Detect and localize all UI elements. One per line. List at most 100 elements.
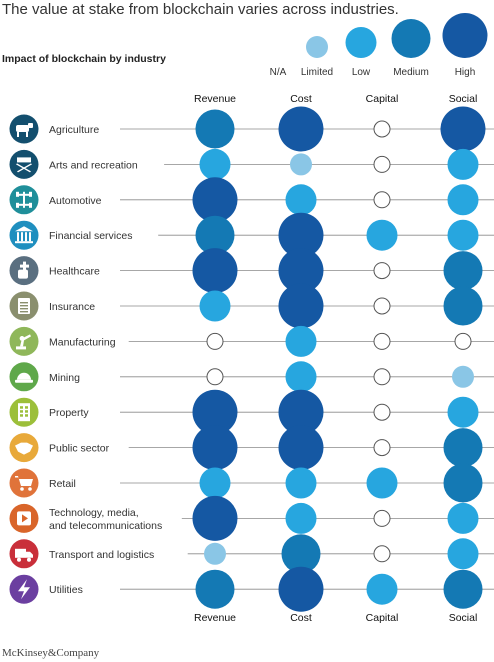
chart-subtitle: Impact of blockchain by industry	[2, 53, 166, 65]
bubble-technology-media-and-telecommunications-social-low	[447, 502, 479, 534]
industry-label: Transport and logistics	[46, 546, 188, 562]
row-technology-media-and-telecommunications: Technology, media,and telecommunications	[9, 495, 494, 541]
row-retail: Retail	[9, 463, 494, 503]
bubble-insurance-revenue-low	[199, 290, 231, 322]
row-arts-and-recreation: Arts and recreation	[9, 148, 494, 180]
bubble-insurance-capital-n-a	[373, 297, 391, 315]
bubble-financial-services-cost-high	[278, 212, 324, 258]
column-footer-social: Social	[449, 612, 478, 624]
industry-label-line: Retail	[49, 478, 76, 490]
industry-label-line: Utilities	[49, 584, 83, 596]
bubble-utilities-revenue-medium	[195, 569, 235, 609]
bubble-automotive-cost-low	[285, 184, 317, 216]
bubble-mining-capital-n-a	[373, 368, 391, 386]
media-icon	[9, 503, 39, 533]
bubble-property-cost-high	[278, 389, 324, 435]
bubble-technology-media-and-telecommunications-revenue-high	[192, 495, 238, 541]
column-headers-top: Revenue Cost Capital Social	[194, 93, 477, 105]
row-financial-services: Financial services	[9, 212, 494, 258]
industry-label: Utilities	[46, 582, 106, 598]
industry-label: Technology, media,and telecommunications	[46, 504, 182, 533]
bubble-transport-and-logistics-social-low	[447, 538, 479, 570]
industry-label: Automotive	[46, 192, 111, 208]
industry-label-line: Public sector	[49, 443, 110, 455]
industry-label-line: Property	[49, 407, 89, 419]
bubble-retail-revenue-low	[199, 467, 231, 499]
bubble-property-capital-n-a	[373, 403, 391, 421]
bubble-arts-and-recreation-capital-n-a	[373, 155, 391, 173]
industry-label-line: Mining	[49, 372, 80, 384]
bubble-financial-services-social-low	[447, 219, 479, 251]
legend-swatch-limited	[306, 36, 328, 58]
bubble-public-sector-cost-high	[278, 425, 324, 471]
bubble-manufacturing-cost-low	[285, 325, 317, 357]
bubble-agriculture-social-high	[440, 106, 486, 152]
hard-hat-icon	[9, 362, 39, 392]
industry-label: Agriculture	[46, 122, 117, 137]
industry-label: Public sector	[46, 440, 129, 456]
bubble-utilities-social-medium	[443, 569, 483, 609]
bubble-manufacturing-capital-n-a	[373, 332, 391, 350]
bubble-transport-and-logistics-cost-medium	[281, 534, 321, 574]
column-footer-revenue: Revenue	[194, 612, 236, 624]
industry-label-line: Arts and recreation	[49, 159, 138, 171]
legend: N/A Limited Low Medium High	[270, 13, 488, 78]
row-utilities: Utilities	[9, 566, 494, 612]
bubble-agriculture-cost-high	[278, 106, 324, 152]
legend-label-medium: Medium	[393, 67, 429, 78]
document-icon	[9, 291, 39, 321]
bubble-transport-and-logistics-capital-n-a	[373, 545, 391, 563]
bubble-utilities-capital-low	[366, 573, 398, 605]
industry-label-line: Transport and logistics	[49, 549, 154, 561]
row-healthcare: Healthcare	[9, 248, 494, 294]
row-automotive: Automotive	[9, 177, 494, 223]
bubble-automotive-capital-n-a	[373, 191, 391, 209]
column-headers-bottom: Revenue Cost Capital Social	[194, 612, 477, 624]
industry-label: Manufacturing	[46, 334, 129, 350]
column-footer-cost: Cost	[290, 612, 312, 624]
bubble-manufacturing-social-n-a	[454, 332, 472, 350]
bubble-retail-capital-low	[366, 467, 398, 499]
industry-label: Mining	[46, 369, 88, 385]
director-chair-icon	[9, 149, 39, 179]
bubble-financial-services-capital-low	[366, 219, 398, 251]
industry-label: Financial services	[46, 228, 159, 244]
bubble-arts-and-recreation-social-low	[447, 148, 479, 180]
industry-label-line: Financial services	[49, 230, 132, 242]
bubble-healthcare-capital-n-a	[373, 262, 391, 280]
chart-title: The value at stake from blockchain varie…	[2, 1, 399, 18]
row-agriculture: Agriculture	[9, 106, 494, 152]
handshake-icon	[9, 433, 39, 463]
bubble-mining-social-limited	[452, 365, 474, 388]
medical-hand-icon	[9, 256, 39, 286]
column-header-capital: Capital	[366, 93, 399, 105]
bubble-property-revenue-high	[192, 389, 238, 435]
cow-icon	[9, 114, 39, 144]
legend-swatch-medium	[391, 19, 431, 58]
row-insurance: Insurance	[9, 283, 494, 329]
industry-rows: Agriculture Arts and recreation Automotive…	[9, 106, 494, 612]
bubble-healthcare-social-medium	[443, 251, 483, 291]
building-icon	[9, 397, 39, 427]
row-manufacturing: Manufacturing	[9, 325, 494, 357]
bubble-automotive-social-low	[447, 184, 479, 216]
row-property: Property	[9, 389, 494, 435]
column-header-cost: Cost	[290, 93, 312, 105]
column-header-revenue: Revenue	[194, 93, 236, 105]
industry-label-line: Technology, media,	[49, 507, 139, 519]
industry-label-line: Agriculture	[49, 124, 99, 136]
industry-label: Healthcare	[46, 263, 111, 279]
industry-label: Retail	[46, 476, 88, 491]
row-mining: Mining	[9, 361, 494, 393]
truck-icon	[9, 539, 39, 569]
legend-swatch-low	[345, 27, 377, 58]
bubble-technology-media-and-telecommunications-capital-n-a	[373, 509, 391, 527]
bubble-insurance-social-medium	[443, 286, 483, 326]
bubble-insurance-cost-high	[278, 283, 324, 329]
row-public-sector: Public sector	[9, 425, 494, 471]
bubble-agriculture-revenue-medium	[195, 109, 235, 149]
legend-swatch-high	[442, 13, 488, 58]
bank-icon	[9, 220, 39, 250]
row-transport-and-logistics: Transport and logistics	[9, 534, 494, 574]
bubble-retail-cost-low	[285, 467, 317, 499]
